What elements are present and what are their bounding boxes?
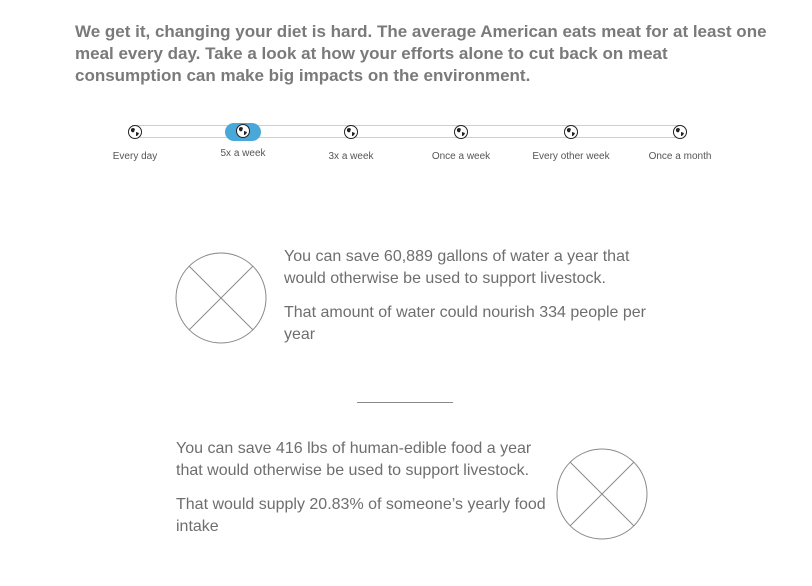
frequency-option-once-a-month[interactable]: Once a month bbox=[625, 122, 735, 162]
frequency-option-every-other-week[interactable]: Every other week bbox=[516, 122, 626, 162]
globe-icon bbox=[344, 125, 358, 139]
frequency-option-5x-a-week[interactable]: 5x a week bbox=[188, 122, 298, 159]
frequency-option-every-day[interactable]: Every day bbox=[80, 122, 190, 162]
frequency-label: Every day bbox=[112, 151, 158, 162]
water-image-placeholder-icon bbox=[175, 252, 267, 344]
water-nourish-text: That amount of water could nourish 334 p… bbox=[284, 304, 647, 343]
food-savings-text: You can save 416 lbs of human-edible foo… bbox=[176, 440, 532, 479]
food-supply-text: That would supply 20.83% of someone’s ye… bbox=[176, 496, 546, 535]
frequency-option-once-a-week[interactable]: Once a week bbox=[406, 122, 516, 162]
frequency-label: 5x a week bbox=[220, 148, 266, 159]
globe-icon bbox=[454, 125, 468, 139]
water-savings-text: You can save 60,889 gallons of water a y… bbox=[284, 248, 630, 287]
frequency-option-3x-a-week[interactable]: 3x a week bbox=[296, 122, 406, 162]
water-impact: You can save 60,889 gallons of water a y… bbox=[284, 246, 654, 358]
selected-indicator bbox=[225, 123, 261, 141]
frequency-label: Once a week bbox=[431, 151, 491, 162]
globe-icon bbox=[564, 125, 578, 139]
slider-track[interactable] bbox=[132, 125, 680, 138]
food-impact: You can save 416 lbs of human-edible foo… bbox=[176, 438, 548, 550]
frequency-label: Every other week bbox=[532, 151, 610, 162]
section-divider bbox=[357, 402, 453, 403]
frequency-label: Once a month bbox=[648, 151, 712, 162]
globe-icon bbox=[236, 124, 250, 138]
globe-icon bbox=[128, 125, 142, 139]
intro-text: We get it, changing your diet is hard. T… bbox=[75, 22, 767, 85]
food-image-placeholder-icon bbox=[556, 448, 648, 540]
globe-icon bbox=[673, 125, 687, 139]
meat-frequency-slider[interactable]: Every day 5x a week 3x a week Once a wee… bbox=[100, 122, 740, 162]
frequency-label: 3x a week bbox=[328, 151, 374, 162]
